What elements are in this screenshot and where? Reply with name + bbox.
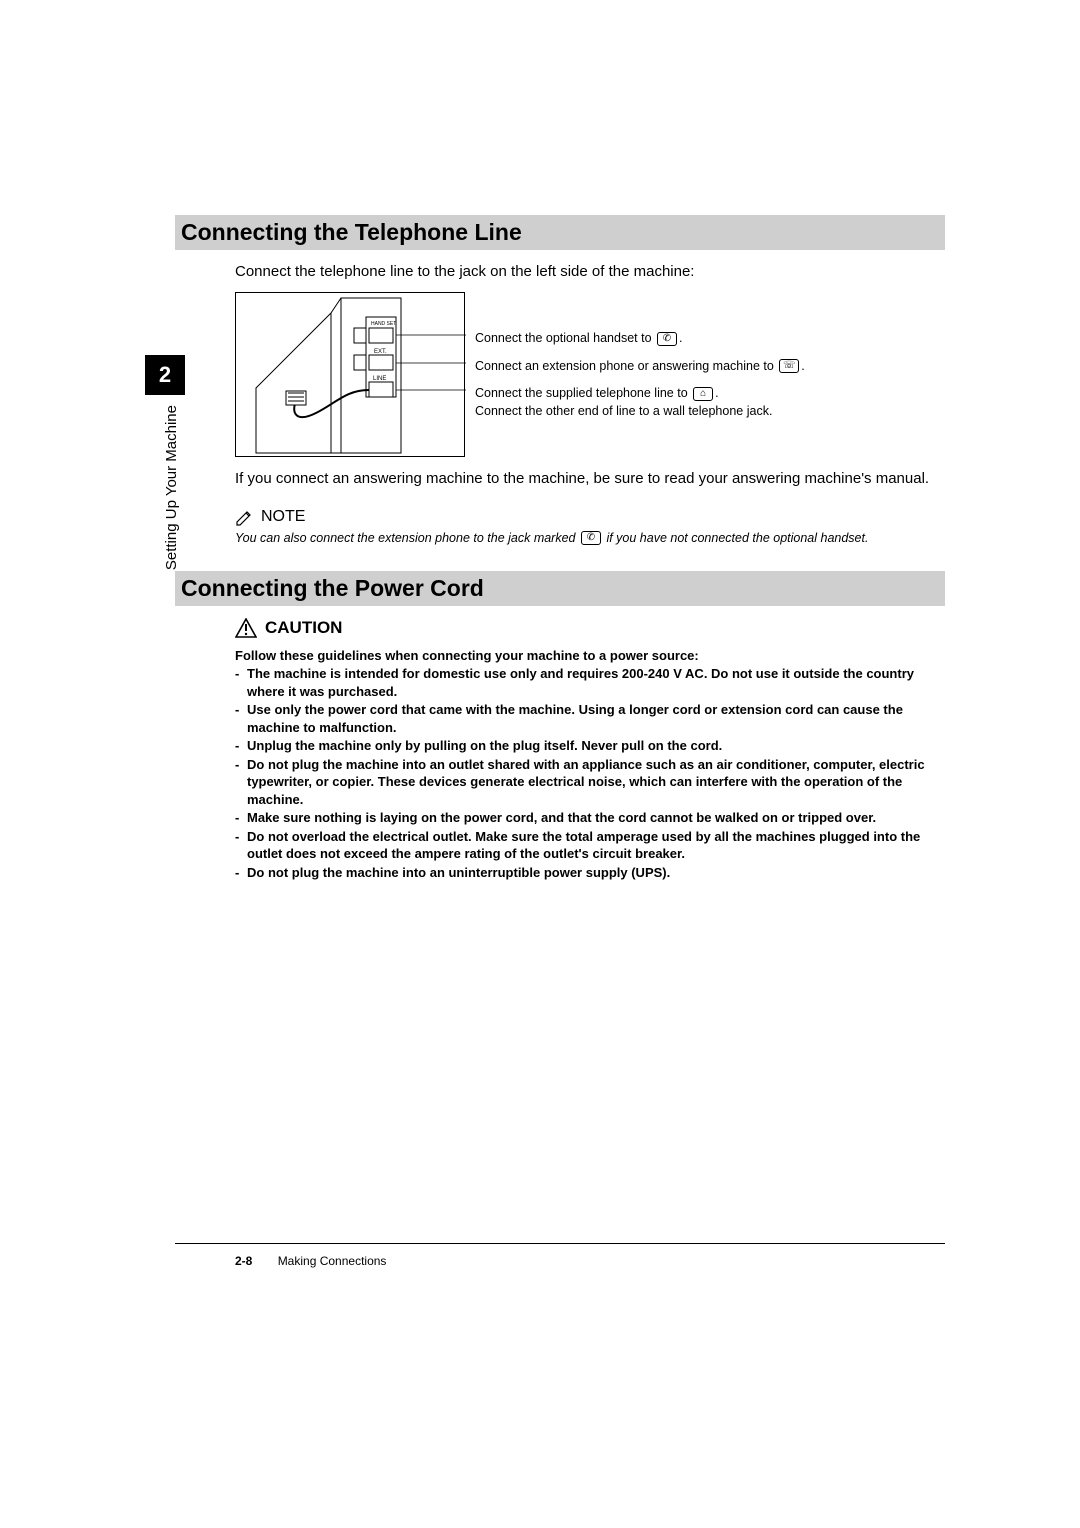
caution-label: CAUTION	[265, 618, 342, 638]
ext-icon: ☏	[779, 359, 799, 373]
chapter-tab: 2	[145, 355, 185, 395]
section-heading-telephone: Connecting the Telephone Line	[175, 215, 945, 250]
page-footer: 2-8 Making Connections	[235, 1254, 386, 1268]
caution-item: Make sure nothing is laying on the power…	[235, 809, 945, 827]
page-content: 2 Setting Up Your Machine Connecting the…	[175, 215, 945, 906]
caution-item: Unplug the machine only by pulling on th…	[235, 737, 945, 755]
caution-item: Do not plug the machine into an outlet s…	[235, 756, 945, 809]
handset-icon: ✆	[657, 332, 677, 346]
chapter-number: 2	[159, 362, 171, 388]
caution-item: Do not overload the electrical outlet. M…	[235, 828, 945, 863]
note-label: NOTE	[261, 508, 305, 526]
caution-triangle-icon	[235, 618, 257, 638]
note-pencil-icon	[235, 508, 255, 526]
caution-list: The machine is intended for domestic use…	[235, 665, 945, 882]
callout-extension: Connect an extension phone or answering …	[475, 358, 945, 376]
answering-machine-text: If you connect an answering machine to t…	[235, 469, 945, 489]
footer-rule	[175, 1243, 945, 1244]
chapter-label: Setting Up Your Machine	[163, 405, 180, 570]
note-text: You can also connect the extension phone…	[235, 530, 945, 548]
machine-illustration: HAND SET EXT. LINE	[236, 293, 466, 458]
callout-handset: Connect the optional handset to ✆.	[475, 330, 945, 348]
note-label-row: NOTE	[235, 508, 945, 526]
port-label-ext: EXT.	[374, 349, 387, 355]
telephone-figure-area: HAND SET EXT. LINE	[235, 292, 945, 457]
line-icon: ⌂	[693, 387, 713, 401]
section-heading-power: Connecting the Power Cord	[175, 571, 945, 606]
telephone-intro-text: Connect the telephone line to the jack o…	[235, 262, 945, 282]
caution-label-row: CAUTION	[235, 618, 945, 638]
port-label-line: LINE	[373, 376, 386, 382]
caution-block: CAUTION Follow these guidelines when con…	[235, 618, 945, 882]
telephone-figure: HAND SET EXT. LINE	[235, 292, 465, 457]
caution-item: The machine is intended for domestic use…	[235, 665, 945, 700]
page-number: 2-8	[235, 1254, 252, 1268]
footer-section-title: Making Connections	[278, 1254, 387, 1268]
caution-item: Use only the power cord that came with t…	[235, 701, 945, 736]
note-block: NOTE You can also connect the extension …	[235, 508, 945, 548]
port-label-handset: HAND SET	[371, 321, 396, 327]
figure-callouts: Connect the optional handset to ✆. Conne…	[475, 292, 945, 430]
callout-line: Connect the supplied telephone line to ⌂…	[475, 385, 945, 420]
caution-intro: Follow these guidelines when connecting …	[235, 648, 945, 663]
handset-icon-inline: ✆	[581, 531, 601, 545]
caution-item: Do not plug the machine into an uninterr…	[235, 864, 945, 882]
